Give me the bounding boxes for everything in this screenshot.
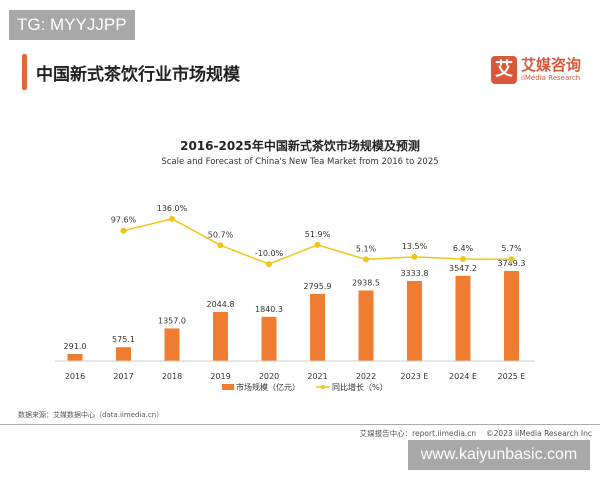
bar — [407, 280, 422, 361]
legend-line-label: 同比增长（%） — [332, 382, 388, 392]
bar-label: 2044.8 — [207, 300, 235, 309]
bar — [455, 275, 471, 361]
bar-label: 3333.8 — [401, 269, 429, 278]
bar-label: 1357.0 — [158, 316, 186, 325]
bar-label: 291.0 — [64, 342, 87, 351]
x-tick-label: 2020 — [259, 372, 279, 381]
x-tick-label: 2021 — [307, 372, 327, 381]
bar-label: 3547.2 — [449, 264, 477, 273]
line-point — [508, 256, 515, 263]
x-tick-label: 2019 — [210, 372, 230, 381]
bar — [261, 316, 277, 361]
page-title: 中国新式茶饮行业市场规模 — [36, 65, 240, 85]
line-point — [411, 253, 418, 260]
line-label: 97.6% — [111, 216, 137, 225]
line-point — [460, 256, 466, 263]
bar — [116, 347, 131, 361]
x-tick-label: 2022 — [356, 372, 376, 381]
line-point — [314, 241, 321, 248]
bar — [310, 293, 325, 361]
line-point — [169, 215, 175, 222]
bar — [67, 354, 83, 361]
chart: 291.0 2016 575.1 2017 1357.0 2018 2044.8 2019 18… — [55, 204, 535, 392]
bar — [164, 328, 180, 361]
line-point — [217, 242, 224, 249]
divider — [0, 424, 600, 425]
bar — [504, 271, 519, 361]
x-tick-label: 2024 E — [449, 372, 477, 381]
line-point — [266, 261, 272, 268]
logo-mark: 艾 — [491, 56, 517, 84]
bar-label: 2795.9 — [304, 282, 332, 291]
logo: 艾 艾媒咨询 iiMedia Research — [491, 56, 581, 84]
line-label: -10.0% — [255, 249, 284, 258]
chart-title: 2016-2025年中国新式茶饮市场规模及预测 — [180, 139, 420, 153]
legend-line-marker — [321, 385, 325, 389]
line-label: 6.4% — [453, 244, 474, 253]
bar-label: 1840.3 — [255, 305, 283, 314]
x-tick-label: 2018 — [162, 372, 182, 381]
bar — [358, 290, 374, 361]
chart-subtitle: Scale and Forecast of China's New Tea Ma… — [161, 157, 439, 167]
line-label: 13.5% — [402, 242, 428, 251]
bar-label: 3749.3 — [498, 259, 526, 268]
line-label: 5.7% — [501, 244, 522, 253]
watermark-top: TG: MYYJJPP — [9, 10, 135, 40]
bar-label: 2938.5 — [352, 278, 380, 287]
line-point — [120, 227, 127, 234]
x-tick-label: 2017 — [113, 372, 133, 381]
logo-en: iiMedia Research — [521, 74, 581, 82]
logo-cn: 艾媒咨询 — [521, 56, 582, 74]
bar — [213, 311, 228, 361]
line-label: 5.1% — [356, 244, 377, 253]
line-point — [363, 256, 369, 263]
legend-bar-swatch — [222, 384, 234, 390]
legend-bar-label: 市场规模（亿元） — [236, 382, 300, 392]
x-tick-label: 2023 E — [401, 372, 429, 381]
data-source: 数据来源：艾媒数据中心（data.iimedia.cn） — [18, 411, 164, 419]
footer: 艾媒报告中心：report.iimedia.cn ©2023 iiMedia R… — [359, 429, 592, 438]
x-tick-label: 2025 E — [498, 372, 526, 381]
watermark-bottom: www.kaiyunbasic.com — [408, 440, 590, 470]
line-label: 51.9% — [305, 230, 331, 239]
growth-line — [123, 218, 512, 265]
x-tick-label: 2016 — [65, 372, 85, 381]
bar-label: 575.1 — [112, 335, 135, 344]
line-label: 50.7% — [208, 230, 234, 239]
title-accent — [22, 54, 27, 90]
line-label: 136.0% — [157, 204, 188, 213]
